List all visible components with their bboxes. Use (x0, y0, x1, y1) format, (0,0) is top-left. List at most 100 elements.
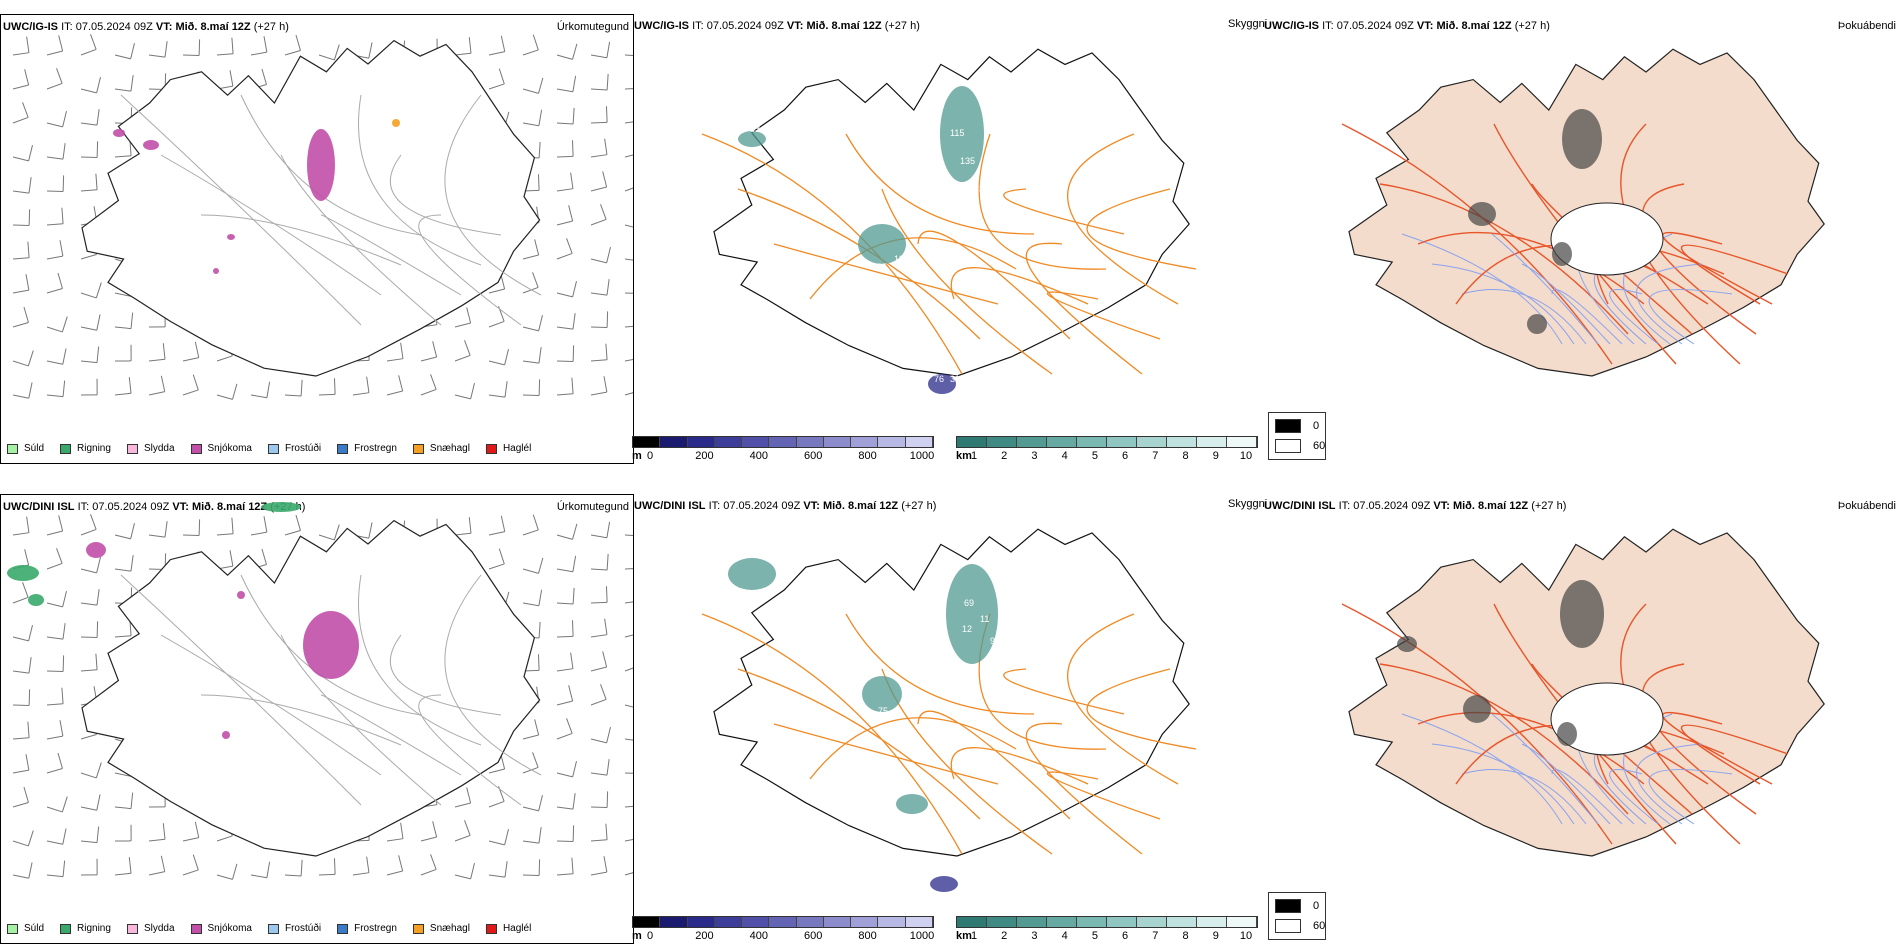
river-line (1401, 233, 1563, 345)
legend-swatch (337, 443, 349, 454)
colorbar-segment (769, 437, 797, 447)
colorbar-tick: 0 (646, 450, 654, 462)
precip-area (303, 611, 359, 679)
precip-area (237, 591, 245, 599)
legend-swatch (412, 443, 424, 454)
vt-value: Mið. 8.maí 12Z (1452, 500, 1529, 512)
low-visibility-area (896, 794, 928, 814)
fog-legend-bottom: 0 60 (1268, 892, 1326, 940)
coastline (81, 39, 541, 377)
legend-swatch (126, 923, 138, 934)
colorbar-segment (905, 437, 933, 447)
panel-header: UWC/IG-IS IT: 07.05.2024 09Z VT: Mið. 8.… (1264, 20, 1550, 32)
road-line (950, 747, 1089, 785)
road-line (773, 243, 999, 305)
precip-area (28, 594, 44, 606)
road-line (358, 94, 482, 266)
legend-label: Frostúði (284, 443, 322, 454)
visibility-label: 11 (980, 614, 989, 624)
fog-legend-label: 0 (1313, 900, 1320, 912)
colorbar-tick: 5 (1091, 930, 1098, 942)
road-line (1003, 188, 1125, 235)
colorbar-segment (742, 917, 770, 927)
visibility-panel-bottom: UWC/DINI ISL IT: 07.05.2024 09Z VT: Mið.… (632, 494, 1267, 944)
colorbar-segment (1197, 917, 1227, 927)
fog-area (1562, 109, 1602, 169)
colorbar-tick: 5 (1091, 450, 1098, 462)
road-line (280, 634, 442, 806)
colorbar-tick: 9 (1212, 450, 1219, 462)
panel-header: UWC/IG-IS IT: 07.05.2024 09Z VT: Mið. 8.… (3, 21, 289, 33)
legend-label: Frostregn (354, 923, 397, 934)
precip-legend: Súld Rigning Slydda Snjókoma Frostúði Frostre… (7, 923, 547, 934)
precip-area (307, 129, 335, 201)
road-line (845, 133, 1035, 235)
legend-swatch (412, 923, 424, 934)
vt-label: VT: (155, 21, 173, 33)
colorbar-strip (956, 916, 1258, 928)
colorbar-tick: 10 (1239, 450, 1253, 462)
colorbar-ticks: 0 200 400 600 800 1000 (632, 930, 934, 944)
legend-label: Snjókoma (207, 923, 252, 934)
colorbar-tick: 10 (1239, 930, 1253, 942)
visibility-label: 33 (974, 184, 984, 194)
colorbar-segment (957, 437, 987, 447)
road-line (418, 214, 522, 326)
glacier-area (1550, 202, 1664, 276)
colorbar-segment (1017, 917, 1047, 927)
vt-value: Mið. 8.maí 12Z (806, 20, 882, 32)
road-line (1066, 133, 1179, 305)
visibility-label: 125 (872, 262, 887, 272)
colorbar-tick: 8 (1182, 930, 1189, 942)
fog-area (1557, 722, 1577, 746)
river-line (1431, 263, 1575, 345)
river-line (1461, 289, 1587, 345)
precip-type-panel-bottom: UWC/DINI ISL IT: 07.05.2024 09Z VT: Mið.… (0, 494, 634, 944)
colorbar-segment (1197, 437, 1227, 447)
it-label: IT: (708, 500, 721, 512)
colorbar-segment (1137, 917, 1167, 927)
river-line (1648, 289, 1733, 345)
legend-swatch (190, 923, 202, 934)
legend-swatch (60, 443, 72, 454)
colorbar-segment (1047, 917, 1077, 927)
legend-label: Haglél (502, 923, 532, 934)
vt-value: Mið. 8.maí 12Z (822, 500, 899, 512)
colorbar-segment (851, 437, 879, 447)
it-label: IT: (692, 20, 704, 32)
visibility-label: 115 (950, 128, 964, 138)
colorbar-strip (632, 436, 934, 448)
colorbar-segment (687, 917, 715, 927)
colorbar-segment (987, 917, 1017, 927)
model-name: UWC/DINI ISL (634, 500, 706, 512)
colorbar-segment (742, 437, 770, 447)
river-line (1401, 713, 1563, 825)
colorbar-segment (660, 437, 688, 447)
colorbar-segment (660, 917, 688, 927)
visibility-label: 76 (934, 374, 944, 384)
colorbar-tick: 0 (646, 930, 654, 942)
lead-time: (+27 h) (1514, 20, 1550, 32)
river-line (1648, 769, 1733, 825)
road-line (809, 717, 1017, 780)
vt-value: Mið. 8.maí 12Z (1436, 20, 1512, 32)
river-line (1636, 263, 1703, 345)
legend-swatch (267, 923, 279, 934)
colorbar-segment (987, 437, 1017, 447)
fog-area (1397, 636, 1417, 652)
road-line (200, 214, 402, 266)
colorbar-tick: 4 (1061, 450, 1068, 462)
low-visibility-area (858, 224, 906, 264)
panel-title: Þokuábendi (1837, 20, 1896, 32)
fog-legend-row: 60 (1275, 439, 1325, 453)
river-line (1551, 769, 1623, 825)
panel-header: UWC/DINI ISL IT: 07.05.2024 09Z VT: Mið.… (1264, 500, 1566, 512)
legend-swatch (126, 443, 138, 454)
colorbar-segment (633, 917, 661, 927)
colorbar-strip (956, 436, 1258, 448)
legend-label: Frostregn (354, 443, 397, 454)
road-line (978, 133, 1107, 270)
legend-swatch (337, 923, 349, 934)
colorbar-segment (823, 437, 852, 447)
legend-swatch (485, 923, 497, 934)
